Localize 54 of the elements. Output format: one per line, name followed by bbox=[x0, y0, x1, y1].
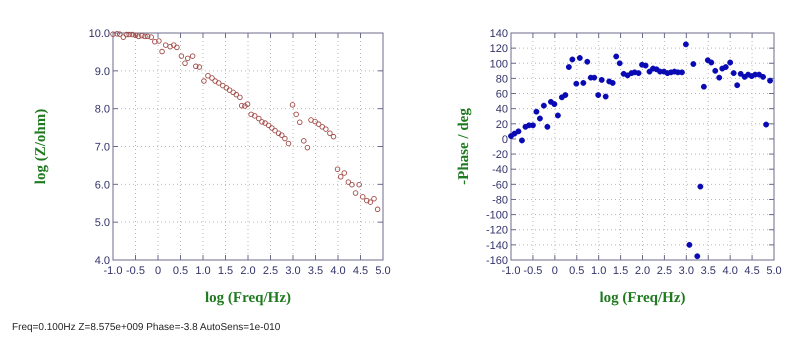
x-tick-label: 5.0 bbox=[766, 265, 782, 277]
x-tick-label: 0 bbox=[552, 265, 558, 277]
x-tick-label: 4.5 bbox=[352, 265, 368, 277]
x-tick-label: -0.5 bbox=[126, 265, 145, 277]
y-tick-label: -20 bbox=[492, 149, 508, 162]
y-tick-label: 5.0 bbox=[94, 217, 110, 230]
y-axis-title: -Phase / deg bbox=[456, 108, 472, 185]
x-axis-title: log (Freq/Hz) bbox=[205, 290, 291, 306]
x-tick-label: 1.0 bbox=[591, 265, 606, 277]
x-tick-label: 0.5 bbox=[569, 265, 584, 277]
x-tick-label: 3.0 bbox=[678, 265, 694, 277]
y-tick-label: 0 bbox=[502, 134, 508, 146]
y-tick-label: -140 bbox=[486, 240, 508, 252]
x-tick-label: 2.5 bbox=[262, 265, 278, 277]
x-tick-label: 1.5 bbox=[612, 265, 628, 277]
y-tick-label: 80 bbox=[496, 73, 508, 86]
y-tick-label: 9.0 bbox=[94, 66, 110, 78]
x-axis-title: log (Freq/Hz) bbox=[600, 290, 686, 306]
x-tick-label: -1.0 bbox=[104, 265, 122, 277]
x-tick-label: 4.0 bbox=[722, 265, 738, 277]
y-tick-label: 40 bbox=[496, 104, 508, 116]
x-tick-label: 0.5 bbox=[172, 265, 188, 277]
x-tick-label: 3.0 bbox=[285, 265, 301, 277]
y-tick-label: 140 bbox=[490, 28, 508, 40]
y-tick-label: -40 bbox=[492, 164, 508, 176]
x-tick-label: 1.0 bbox=[195, 265, 211, 277]
y-tick-label: 120 bbox=[490, 43, 508, 56]
text: Freq=0.100Hz Z=8.575e+009 Phase=-3.8 AutoSens=1e-010 bbox=[12, 322, 281, 333]
x-tick-label: 4.5 bbox=[744, 265, 760, 277]
y-tick-label: 10.0 bbox=[88, 28, 110, 40]
x-tick-label: 2.0 bbox=[634, 265, 650, 277]
x-tick-label: 2.5 bbox=[656, 265, 672, 277]
x-tick-label: 5.0 bbox=[375, 265, 391, 277]
y-tick-label: -120 bbox=[486, 224, 508, 237]
y-tick-label: 7.0 bbox=[94, 142, 110, 154]
x-tick-label: 1.5 bbox=[218, 265, 234, 277]
x-tick-label: 3.5 bbox=[700, 265, 716, 277]
x-tick-label: -0.5 bbox=[523, 265, 542, 277]
y-tick-label: 6.0 bbox=[94, 179, 110, 192]
y-tick-label: -100 bbox=[486, 210, 508, 222]
x-tick-label: 3.5 bbox=[308, 265, 324, 277]
y-axis-title: log (Z/ohm) bbox=[33, 108, 49, 184]
y-tick-label: -160 bbox=[486, 255, 508, 267]
y-tick-label: 60 bbox=[496, 88, 508, 101]
x-tick-label: 2.0 bbox=[240, 265, 256, 277]
y-tick-label: 100 bbox=[490, 58, 508, 70]
x-tick-label: 4.0 bbox=[330, 265, 346, 277]
y-tick-label: 4.0 bbox=[94, 255, 110, 267]
x-tick-label: -1.0 bbox=[502, 265, 520, 277]
y-tick-label: -60 bbox=[492, 179, 508, 192]
x-tick-label: 0 bbox=[154, 265, 162, 277]
y-tick-label: -80 bbox=[492, 194, 508, 206]
y-tick-label: 20 bbox=[496, 118, 508, 131]
y-tick-label: 8.0 bbox=[94, 104, 110, 116]
